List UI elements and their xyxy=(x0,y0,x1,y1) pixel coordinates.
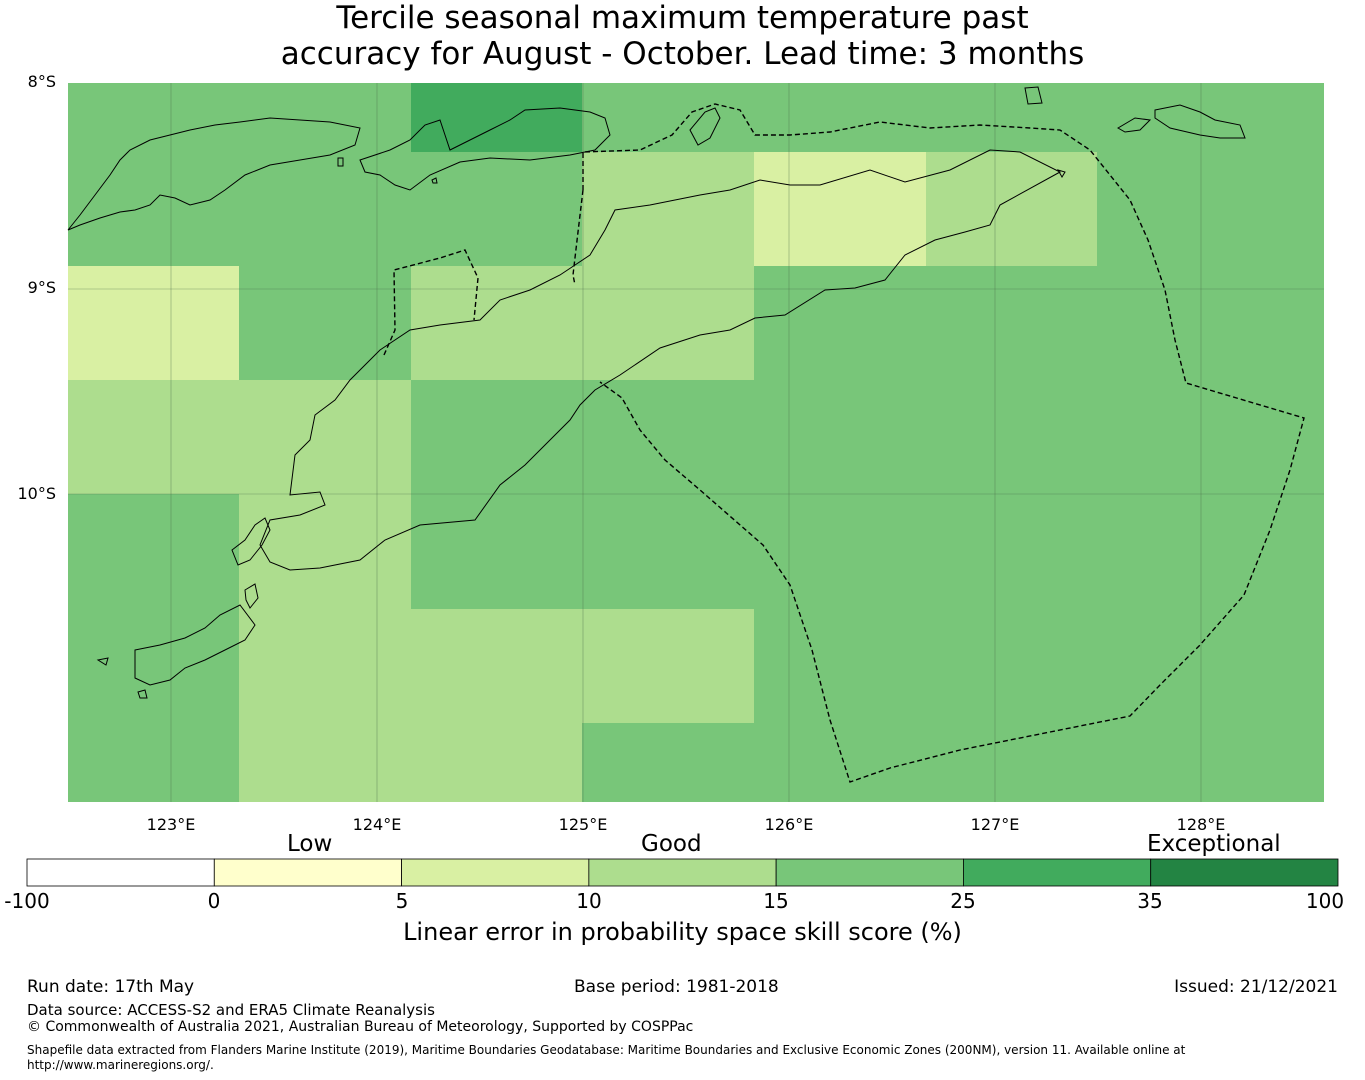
colorbar xyxy=(26,858,1339,887)
issued-date: Issued: 21/12/2021 xyxy=(1174,977,1338,997)
north-island-coast xyxy=(1154,104,1246,139)
cell-10-15 xyxy=(411,266,754,380)
cell-10-15 xyxy=(68,380,411,494)
lon-label-124e: 124°E xyxy=(352,815,402,834)
run-date: Run date: 17th May xyxy=(27,977,195,997)
base-period: Base period: 1981-2018 xyxy=(574,977,779,997)
tick-label: -100 xyxy=(4,889,50,913)
colorbar-segment xyxy=(26,858,215,887)
eez-boundaries xyxy=(383,103,1305,783)
lat-label-10s: 10°S xyxy=(17,484,56,503)
skill-cells xyxy=(68,83,1097,802)
islet xyxy=(137,689,148,699)
lon-label-128e: 128°E xyxy=(1176,815,1226,834)
copyright: © Commonwealth of Australia 2021, Austra… xyxy=(27,1019,694,1035)
colorbar-segment xyxy=(401,858,590,887)
lon-label-125e: 125°E xyxy=(558,815,608,834)
chart-title-line1: Tercile seasonal maximum temperature pas… xyxy=(336,0,1029,36)
cell-10-15 xyxy=(411,609,754,723)
cell-10-15 xyxy=(926,152,1097,266)
north-island-3 xyxy=(1024,86,1043,105)
colorbar-segment xyxy=(588,858,777,887)
flores-coast-1 xyxy=(67,117,361,231)
tick-label: 15 xyxy=(763,889,789,913)
coastlines xyxy=(67,86,1246,699)
colorbar-title: Linear error in probability space skill … xyxy=(403,918,962,946)
rote-coast xyxy=(244,583,259,609)
tick-label: 0 xyxy=(207,889,221,913)
tick-label: 35 xyxy=(1137,889,1163,913)
category-label-good: Good xyxy=(641,831,702,857)
cell-10-15 xyxy=(239,494,411,802)
eez-boundary-oecusse xyxy=(383,249,479,356)
islet-2 xyxy=(337,157,344,167)
tick-label: 5 xyxy=(395,889,409,913)
tick-label: 100 xyxy=(1305,889,1345,913)
lat-label-9s: 9°S xyxy=(27,278,56,297)
timor-island-coast xyxy=(259,149,1062,571)
category-label-exceptional: Exceptional xyxy=(1147,831,1281,857)
islet-4 xyxy=(1056,169,1066,178)
colorbar-segment xyxy=(213,858,402,887)
colorbar-segment xyxy=(963,858,1152,887)
cell-5-10 xyxy=(68,266,239,380)
north-island-2 xyxy=(1117,117,1152,133)
shapefile-credit-line2: http://www.marineregions.org/. xyxy=(27,1058,214,1072)
category-label-low: Low xyxy=(287,831,333,857)
lat-label-8s: 8°S xyxy=(27,72,56,91)
sumba-coast xyxy=(134,604,256,686)
tick-label: 25 xyxy=(950,889,976,913)
colorbar-segment xyxy=(775,858,964,887)
tick-label: 10 xyxy=(576,889,602,913)
cell-10-15 xyxy=(582,152,754,266)
cell-10-15 xyxy=(411,723,582,802)
gridlines xyxy=(68,83,1324,802)
alor-coast xyxy=(359,107,611,191)
colorbar-segment xyxy=(1150,858,1339,887)
cell-25-35 xyxy=(411,83,582,152)
sabu-coast xyxy=(96,657,109,666)
islet-3 xyxy=(431,177,438,184)
lon-label-126e: 126°E xyxy=(764,815,814,834)
eez-boundary-timor-north xyxy=(572,103,1305,783)
shapefile-credit-line1: Shapefile data extracted from Flanders M… xyxy=(27,1043,1186,1057)
lon-label-123e: 123°E xyxy=(146,815,196,834)
lon-label-127e: 127°E xyxy=(970,815,1020,834)
cell-5-10 xyxy=(754,152,926,266)
chart-title-line2: accuracy for August - October. Lead time… xyxy=(280,36,1085,72)
data-source: Data source: ACCESS-S2 and ERA5 Climate … xyxy=(27,1001,435,1019)
semau-coast xyxy=(231,517,271,566)
wetar-coast xyxy=(689,107,721,146)
